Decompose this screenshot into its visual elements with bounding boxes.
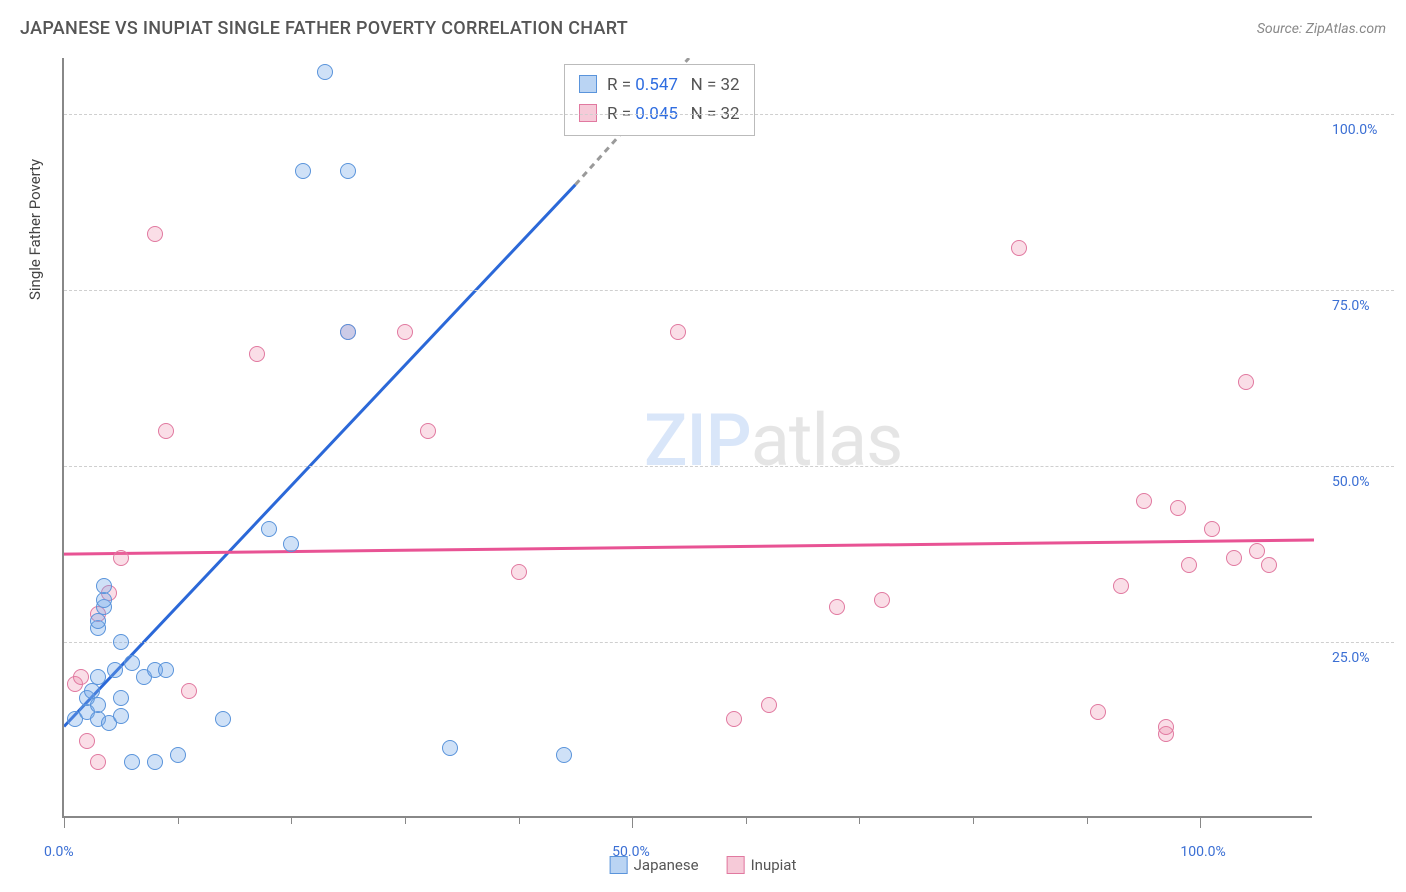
point-inupiat <box>511 564 527 580</box>
point-japanese <box>124 754 140 770</box>
point-japanese <box>90 669 106 685</box>
gridline-h <box>64 290 1394 291</box>
point-japanese <box>113 634 129 650</box>
x-tick-minor <box>405 816 406 824</box>
point-inupiat <box>158 423 174 439</box>
point-inupiat <box>1238 374 1254 390</box>
point-japanese <box>147 754 163 770</box>
gridline-h <box>64 114 1394 115</box>
x-tick-label: 0.0% <box>44 844 74 860</box>
y-axis-label: Single Father Poverty <box>26 159 44 300</box>
point-inupiat <box>1204 521 1220 537</box>
point-japanese <box>113 690 129 706</box>
point-inupiat <box>1261 557 1277 573</box>
point-japanese <box>295 163 311 179</box>
correlation-legend: R = 0.547 N = 32R = 0.045 N = 32 <box>564 64 755 136</box>
point-japanese <box>96 578 112 594</box>
x-tick-minor <box>519 816 520 824</box>
point-japanese <box>556 747 572 763</box>
point-inupiat <box>670 324 686 340</box>
legend-swatch-blue <box>610 856 628 874</box>
legend-row: R = 0.547 N = 32 <box>579 71 740 100</box>
point-inupiat <box>1181 557 1197 573</box>
point-japanese <box>170 747 186 763</box>
point-inupiat <box>1136 493 1152 509</box>
legend-series-label: Japanese <box>634 856 699 874</box>
x-tick-minor <box>973 816 974 824</box>
chart-title: JAPANESE VS INUPIAT SINGLE FATHER POVERT… <box>20 18 628 39</box>
x-tick-minor <box>1087 816 1088 824</box>
point-japanese <box>96 592 112 608</box>
point-inupiat <box>249 346 265 362</box>
point-inupiat <box>1249 543 1265 559</box>
point-inupiat <box>1226 550 1242 566</box>
point-inupiat <box>420 423 436 439</box>
point-inupiat <box>1170 500 1186 516</box>
legend-r-value: 0.547 <box>635 75 678 95</box>
x-tick-major <box>64 816 65 828</box>
point-japanese <box>90 697 106 713</box>
trend-lines <box>64 58 1314 818</box>
legend-n-value: 32 <box>721 75 740 95</box>
point-japanese <box>158 662 174 678</box>
point-inupiat <box>113 550 129 566</box>
point-inupiat <box>726 711 742 727</box>
scatter-plot: ZIPatlas R = 0.547 N = 32R = 0.045 N = 3… <box>62 58 1392 818</box>
point-japanese <box>124 655 140 671</box>
point-inupiat <box>829 599 845 615</box>
point-japanese <box>90 613 106 629</box>
point-inupiat <box>874 592 890 608</box>
point-inupiat <box>73 669 89 685</box>
point-inupiat <box>90 754 106 770</box>
point-inupiat <box>1113 578 1129 594</box>
x-tick-minor <box>859 816 860 824</box>
x-tick-label: 100.0% <box>1180 844 1225 860</box>
legend-item: Japanese <box>610 856 699 874</box>
x-tick-minor <box>746 816 747 824</box>
legend-swatch-blue <box>579 75 597 93</box>
point-japanese <box>442 740 458 756</box>
x-tick-minor <box>291 816 292 824</box>
point-inupiat <box>1158 719 1174 735</box>
series-legend: Japanese Inupiat <box>610 856 797 874</box>
gridline-h <box>64 642 1394 643</box>
point-japanese <box>261 521 277 537</box>
point-japanese <box>107 662 123 678</box>
point-japanese <box>215 711 231 727</box>
point-inupiat <box>147 226 163 242</box>
point-japanese <box>283 536 299 552</box>
source-attribution: Source: ZipAtlas.com <box>1257 21 1386 37</box>
x-tick-minor <box>178 816 179 824</box>
x-tick-major <box>632 816 633 828</box>
legend-series-label: Inupiat <box>751 856 797 874</box>
x-tick-major <box>1200 816 1201 828</box>
y-tick-label: 100.0% <box>1332 122 1377 138</box>
point-japanese <box>317 64 333 80</box>
point-inupiat <box>79 733 95 749</box>
plot-area: ZIPatlas R = 0.547 N = 32R = 0.045 N = 3… <box>62 58 1312 818</box>
point-inupiat <box>181 683 197 699</box>
y-tick-label: 50.0% <box>1332 474 1370 490</box>
point-inupiat <box>761 697 777 713</box>
point-inupiat <box>397 324 413 340</box>
point-inupiat <box>1011 240 1027 256</box>
legend-n-label: N = <box>678 75 721 95</box>
legend-swatch-pink <box>727 856 745 874</box>
y-tick-label: 25.0% <box>1332 650 1370 666</box>
point-inupiat <box>1090 704 1106 720</box>
gridline-h <box>64 466 1394 467</box>
point-japanese <box>340 324 356 340</box>
legend-swatch-pink <box>579 104 597 122</box>
y-tick-label: 75.0% <box>1332 298 1370 314</box>
point-japanese <box>340 163 356 179</box>
legend-item: Inupiat <box>727 856 797 874</box>
point-japanese <box>113 708 129 724</box>
legend-r-label: R = <box>607 75 635 95</box>
